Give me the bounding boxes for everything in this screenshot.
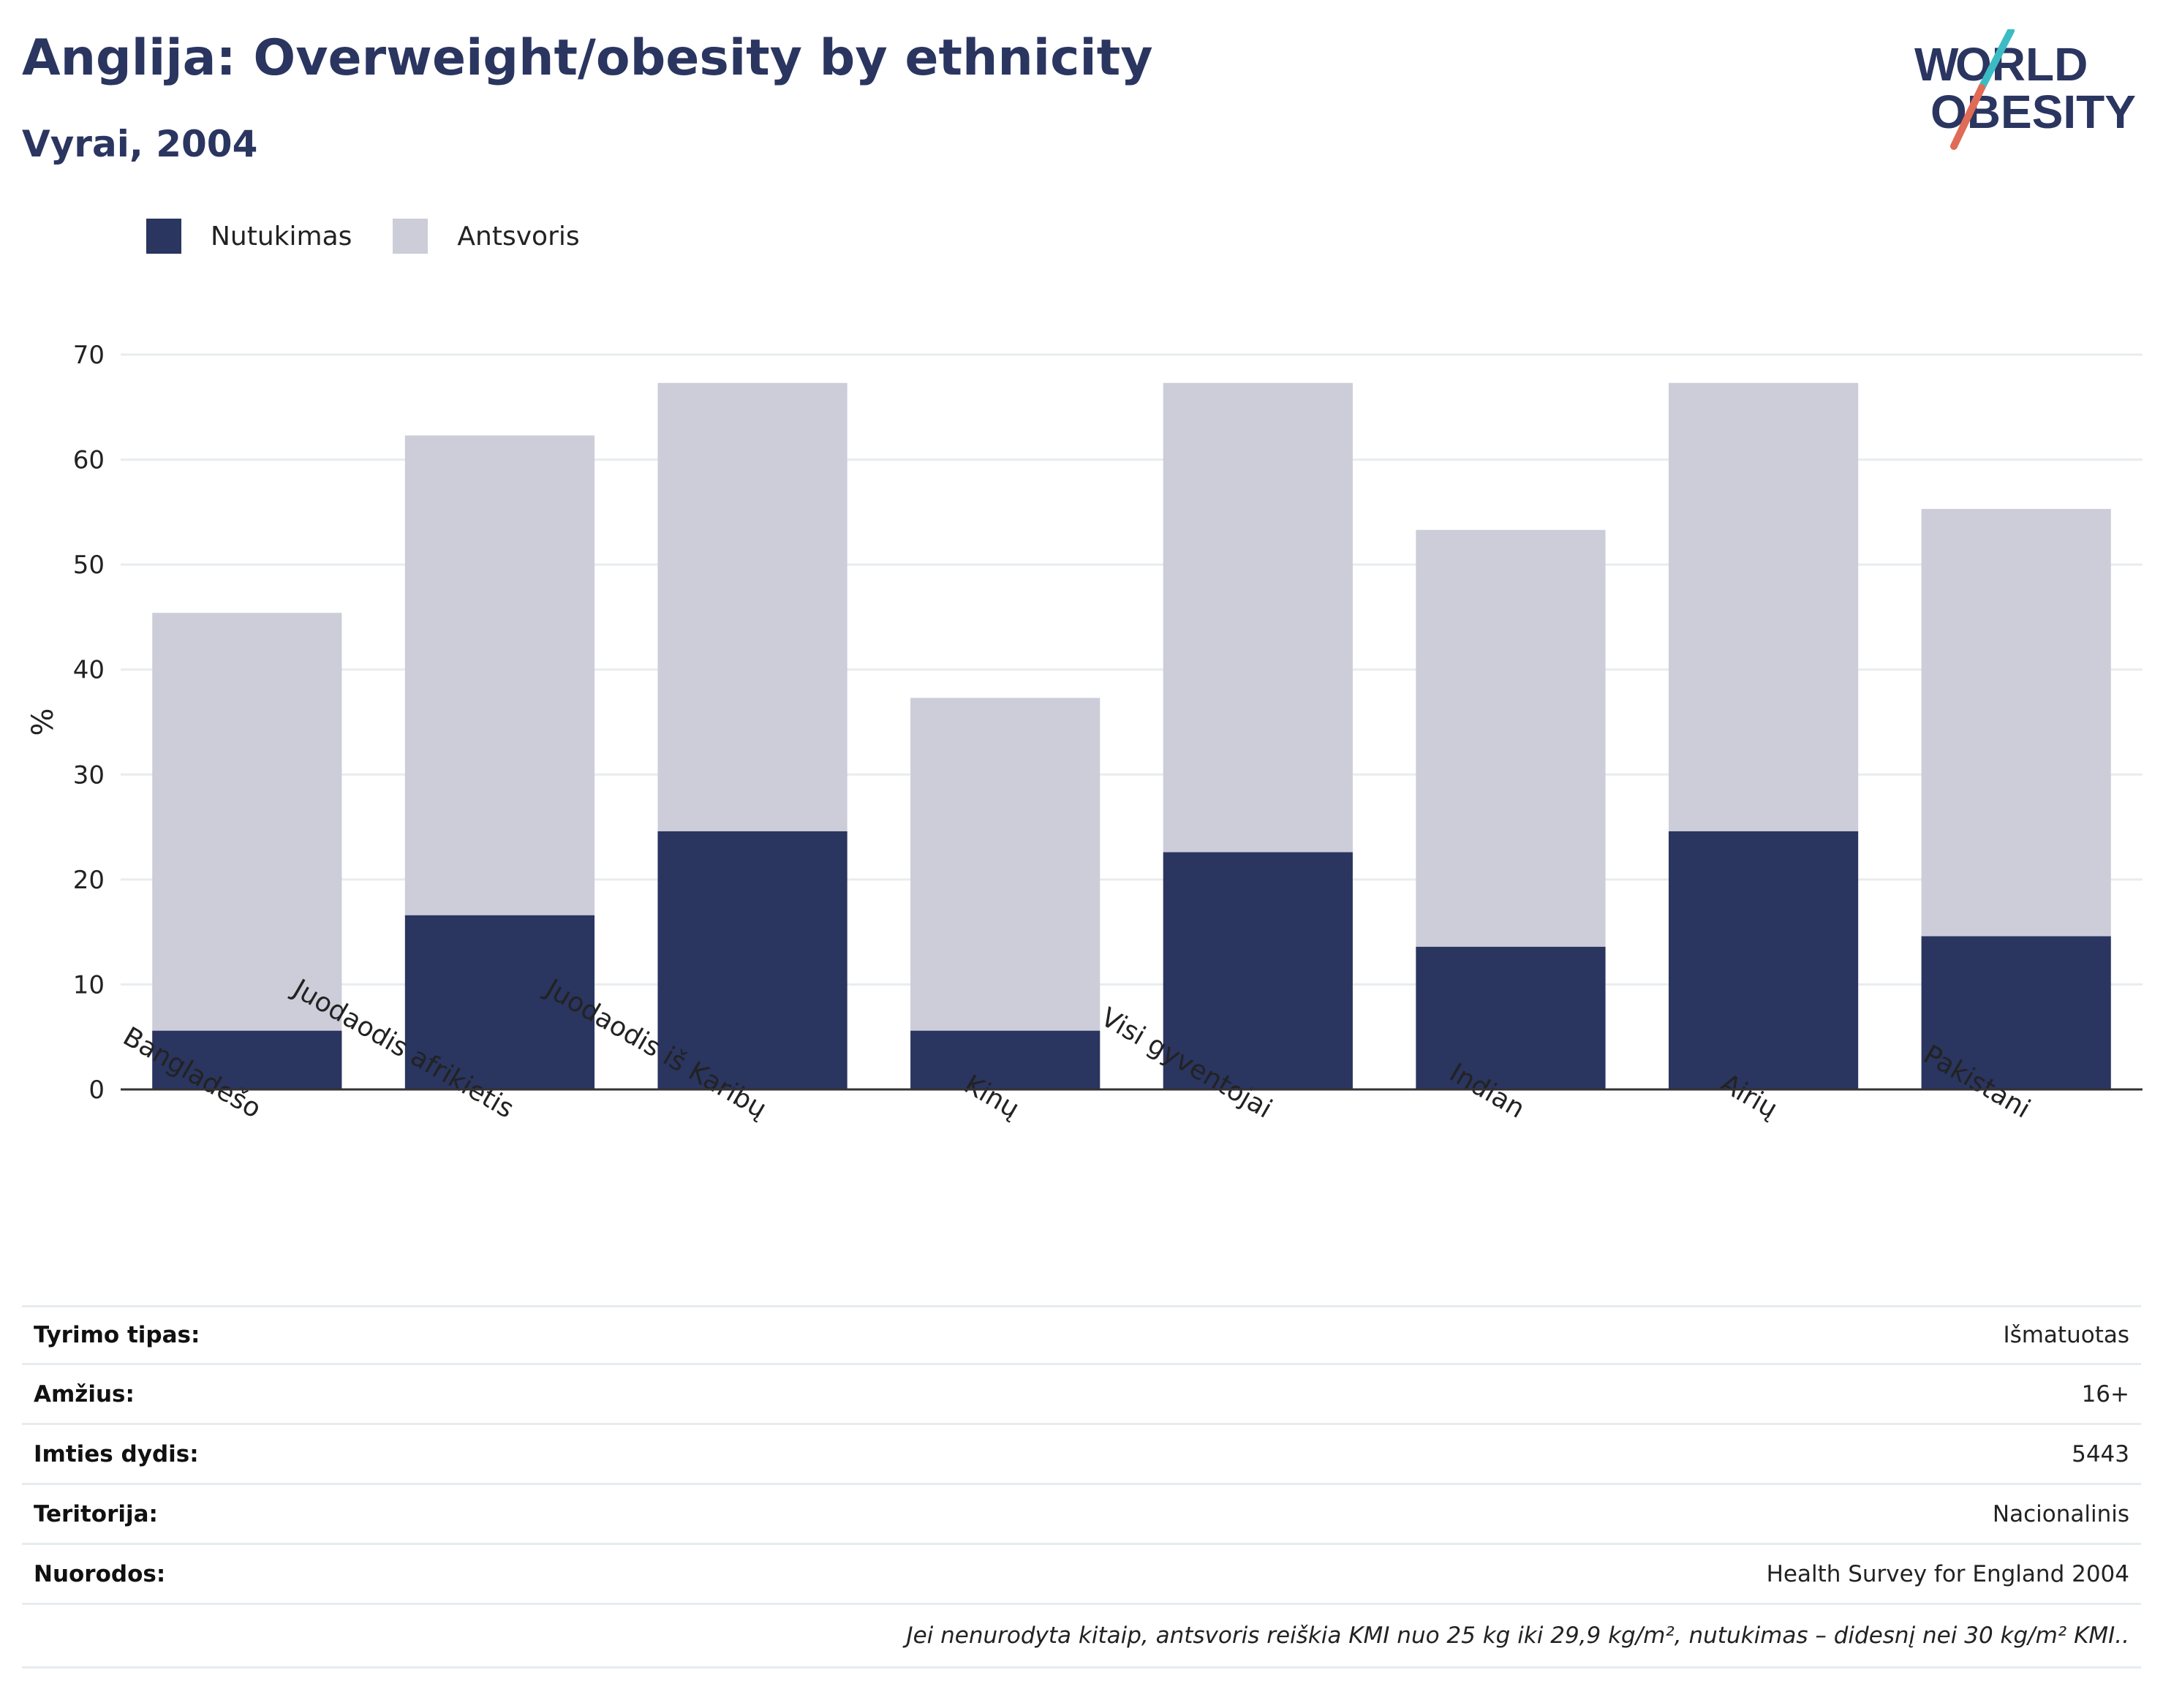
bar-obesity: [910, 1030, 1101, 1089]
bar-overweight: [1921, 509, 2111, 937]
bar-overweight: [404, 435, 595, 915]
metadata-label: Tyrimo tipas:: [34, 1322, 200, 1348]
bar-obesity: [152, 1030, 342, 1089]
bar-overweight: [152, 613, 342, 1031]
chart-legend: Nutukimas Antsvoris: [146, 218, 621, 254]
metadata-row: Teritorija: Nacionalinis: [22, 1485, 2141, 1545]
metadata-value: 16+: [2081, 1380, 2129, 1407]
y-tick-label: 20: [73, 866, 105, 895]
legend-swatch-obesity: [146, 219, 181, 254]
y-tick-label: 50: [73, 551, 105, 580]
bar-overweight: [1416, 529, 1606, 947]
chart-subtitle: Vyrai, 2004: [22, 123, 258, 165]
bar-obesity: [1416, 946, 1606, 1089]
legend-swatch-overweight: [393, 219, 429, 254]
metadata-label: Nuorodos:: [34, 1560, 166, 1587]
metadata-row: Tyrimo tipas: Išmatuotas: [22, 1305, 2141, 1365]
bar-obesity: [1921, 936, 2111, 1089]
metadata-label: Imties dydis:: [34, 1440, 199, 1467]
metadata-value: Health Survey for England 2004: [1766, 1560, 2129, 1587]
legend-item-obesity[interactable]: Nutukimas: [146, 219, 352, 254]
y-tick-label: 0: [88, 1076, 105, 1105]
legend-label-obesity: Nutukimas: [211, 221, 352, 252]
bar-overweight: [910, 698, 1101, 1031]
metadata-value: Nacionalinis: [1992, 1500, 2129, 1527]
bar-overweight: [1668, 382, 1859, 831]
y-tick-label: 70: [73, 341, 105, 370]
metadata-label: Amžius:: [34, 1380, 135, 1407]
metadata-value: 5443: [2072, 1440, 2129, 1467]
y-axis-label: %: [26, 708, 60, 736]
bar-obesity: [1163, 852, 1353, 1089]
metadata-table: Tyrimo tipas: Išmatuotas Amžius: 16+ Imties …: [22, 1305, 2141, 1669]
svg-text:W: W: [1914, 38, 1959, 91]
y-tick-label: 60: [73, 446, 105, 475]
legend-item-overweight[interactable]: Antsvoris: [393, 219, 580, 254]
svg-text:ORLD: ORLD: [1955, 38, 2088, 91]
y-tick-label: 10: [73, 970, 105, 1000]
chart-title: Anglija: Overweight/obesity by ethnicity: [22, 29, 1153, 87]
world-obesity-logo: W ORLD OBESITY: [1914, 29, 2136, 150]
bar-overweight: [657, 382, 848, 831]
footnote: Jei nenurodyta kitaip, antsvoris reiškia…: [22, 1605, 2141, 1669]
legend-label-overweight: Antsvoris: [457, 221, 580, 252]
bar-obesity: [1668, 831, 1859, 1089]
metadata-value: Išmatuotas: [2003, 1322, 2129, 1348]
bar-overweight: [1163, 382, 1353, 853]
metadata-row: Nuorodos: Health Survey for England 2004: [22, 1545, 2141, 1605]
bar-obesity: [404, 915, 595, 1089]
metadata-row: Imties dydis: 5443: [22, 1425, 2141, 1485]
metadata-row: Amžius: 16+: [22, 1365, 2141, 1425]
metadata-label: Teritorija:: [34, 1500, 158, 1527]
y-tick-label: 40: [73, 656, 105, 685]
y-tick-label: 30: [73, 760, 105, 790]
bar-obesity: [657, 831, 848, 1089]
